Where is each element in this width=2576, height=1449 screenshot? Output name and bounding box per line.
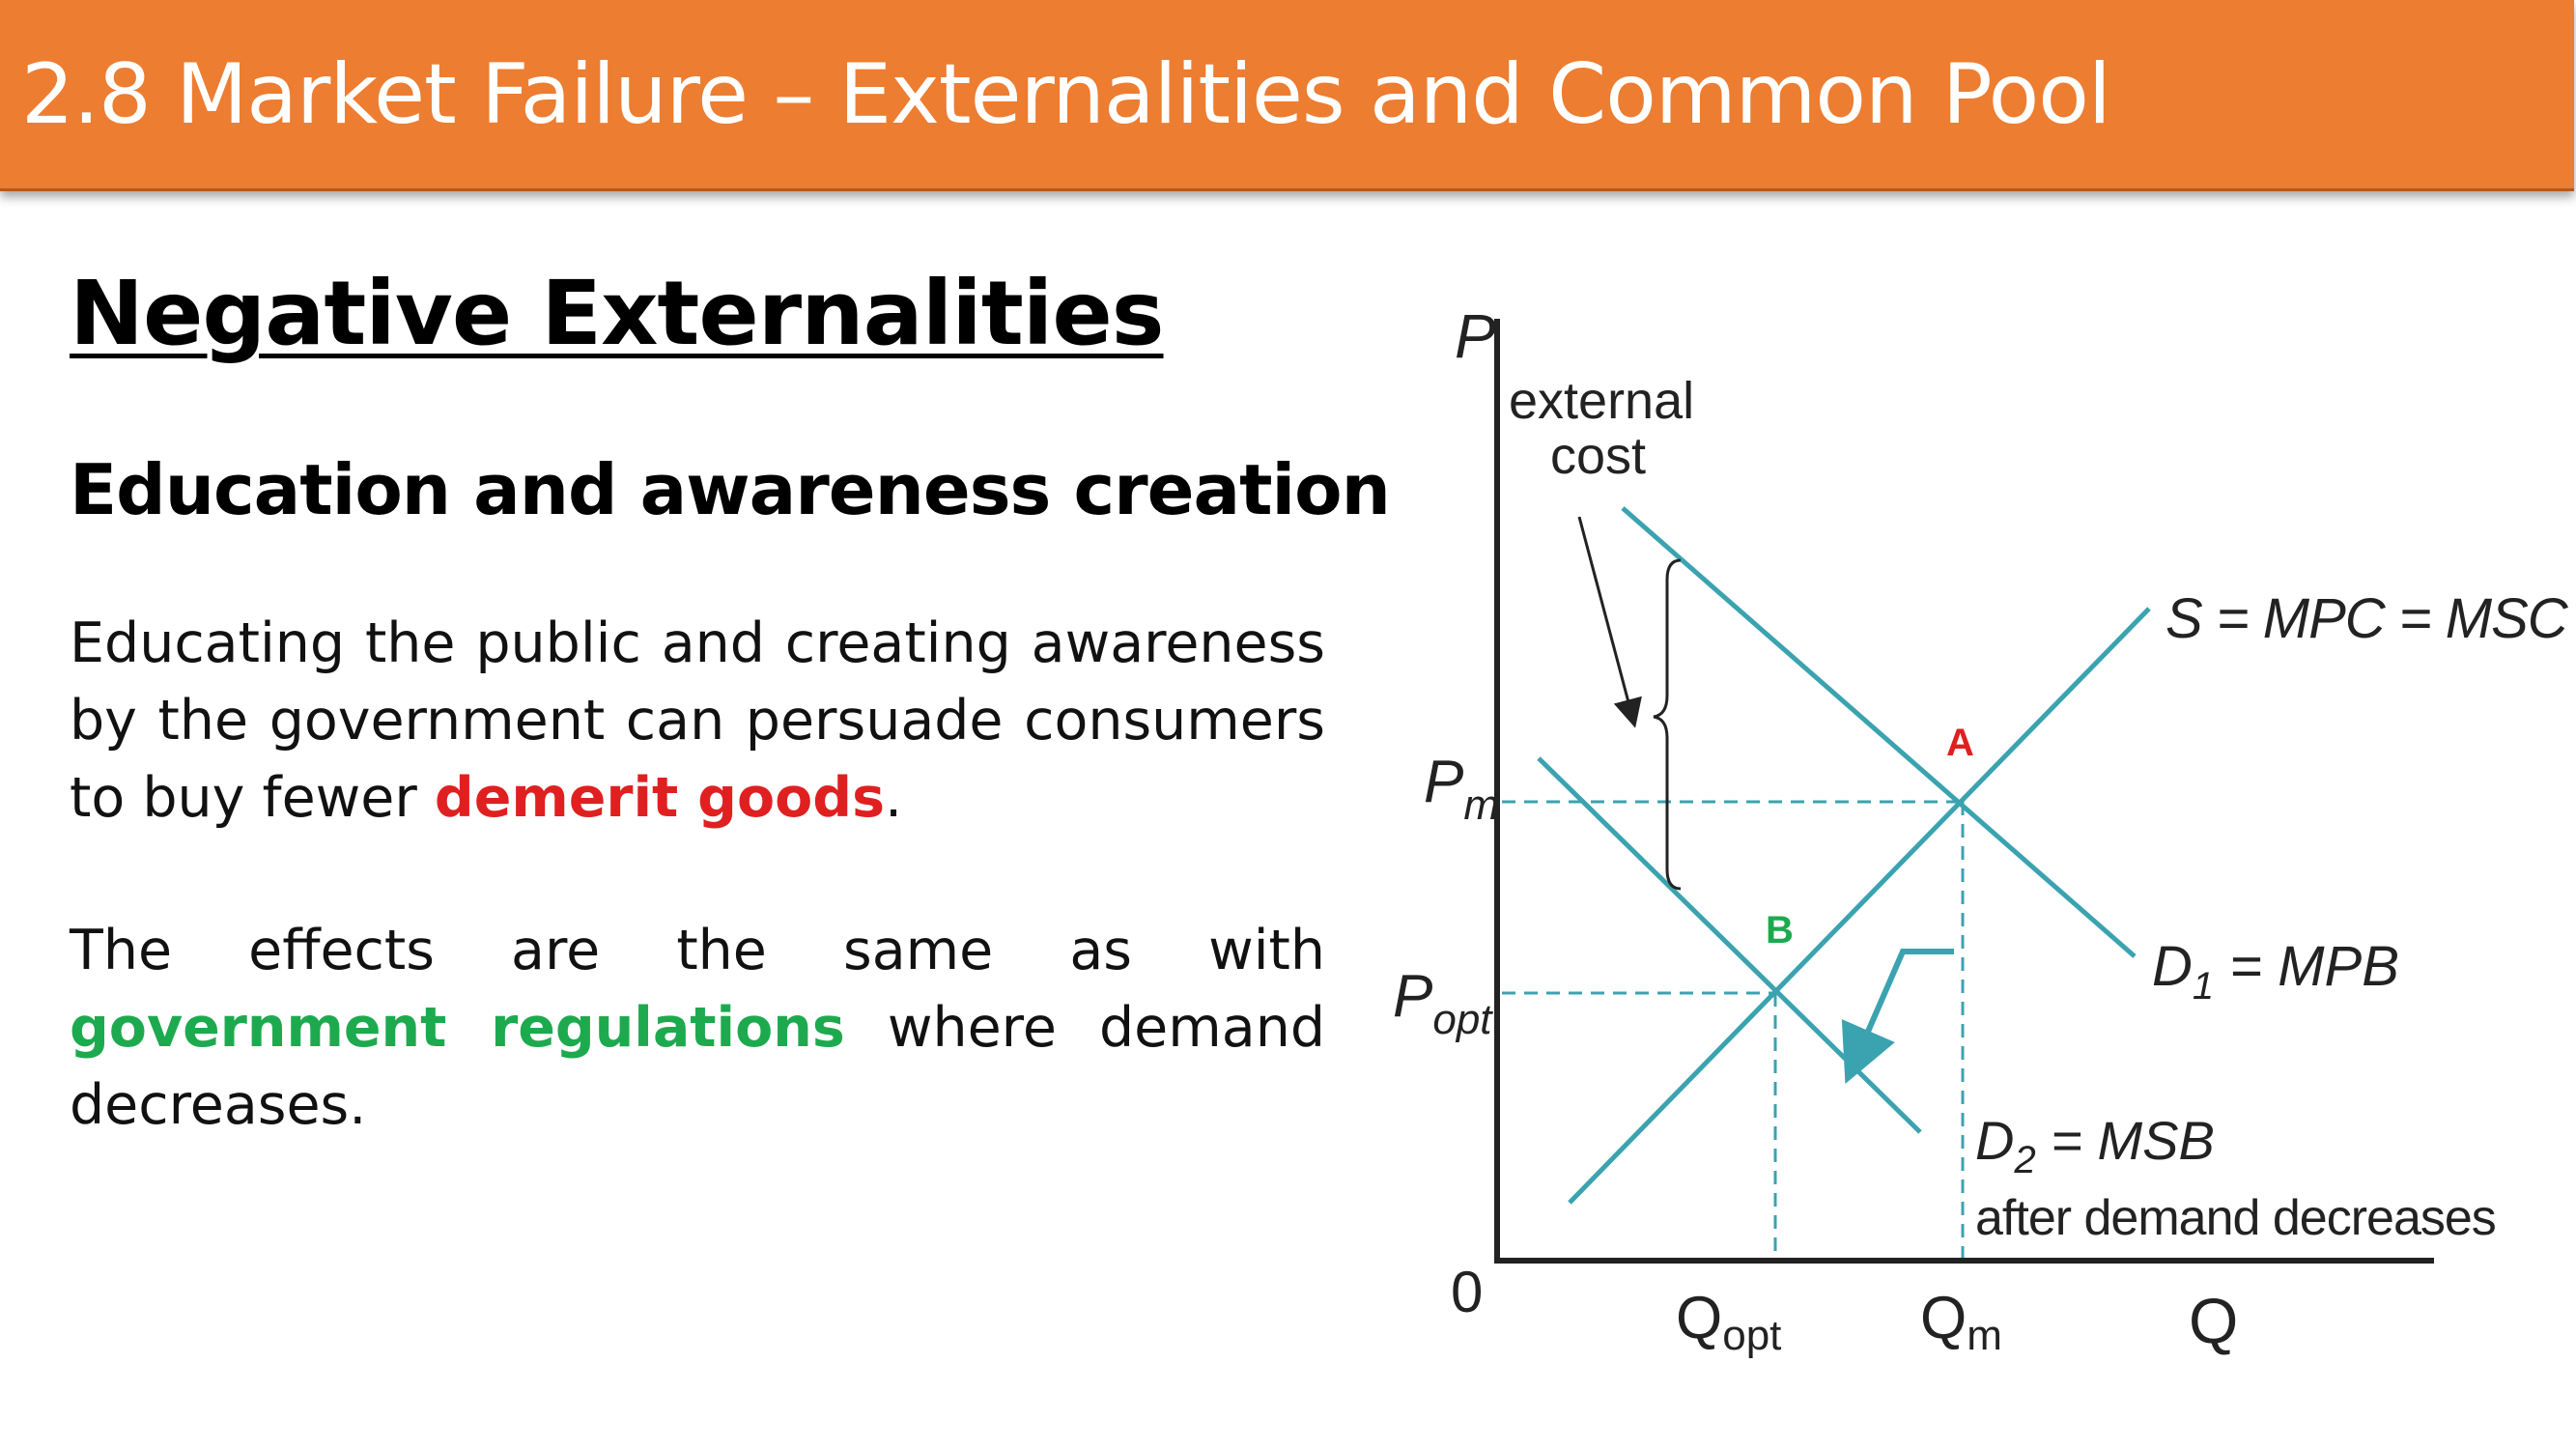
axis-y-label: P (1455, 301, 1496, 371)
highlight-demerit-goods: demerit goods (434, 766, 885, 830)
sub-heading: Education and awareness creation (70, 449, 1391, 530)
supply-label: S = MPC = MSC (2166, 587, 2569, 650)
section-title: Negative Externalities (70, 262, 1164, 365)
external-cost-brace (1653, 558, 1682, 891)
qm-label: Qm (1920, 1285, 2002, 1359)
highlight-government-regulations: government regulations (70, 996, 845, 1060)
paragraph-text-end: . (885, 766, 903, 830)
demand-curve-d2 (1537, 756, 1922, 1134)
d2-label: D2 = MSB (1975, 1110, 2215, 1181)
paragraph-text: The effects are the same as with (70, 919, 1325, 982)
origin-label: 0 (1451, 1260, 1483, 1324)
d2-note: after demand decreases (1975, 1190, 2496, 1246)
slide-title: 2.8 Market Failure – Externalities and C… (21, 46, 2111, 143)
header-bar: 2.8 Market Failure – Externalities and C… (0, 0, 2574, 191)
paragraph-education: Educating the public and creating awaren… (70, 605, 1325, 837)
demand-curve-d1 (1621, 506, 2137, 958)
popt-label: Popt (1393, 963, 1493, 1043)
demand-shift-arrow (1841, 949, 1954, 1085)
pm-label: Pm (1424, 749, 1499, 829)
point-b-label: B (1766, 909, 1794, 952)
qopt-label: Qopt (1676, 1285, 1781, 1359)
external-cost-label-line1: external (1509, 372, 1694, 430)
external-cost-pointer (1577, 516, 1642, 728)
d1-label: D1 = MPB (2152, 935, 2399, 1008)
paragraph-text-end: where demand decreases. (70, 996, 1326, 1137)
axis-x-label: Q (2189, 1285, 2238, 1356)
externality-diagram: P Q 0 external cost Pm Popt Qopt (1372, 290, 2570, 1372)
paragraph-text: Educating the public and creating awaren… (70, 611, 1325, 830)
diagram-svg: P Q 0 external cost Pm Popt Qopt (1393, 301, 2570, 1359)
point-a-label: A (1946, 722, 1974, 764)
supply-curve (1568, 607, 2151, 1205)
paragraph-effects: The effects are the same as with governm… (70, 912, 1325, 1144)
external-cost-label-line2: cost (1550, 427, 1646, 485)
